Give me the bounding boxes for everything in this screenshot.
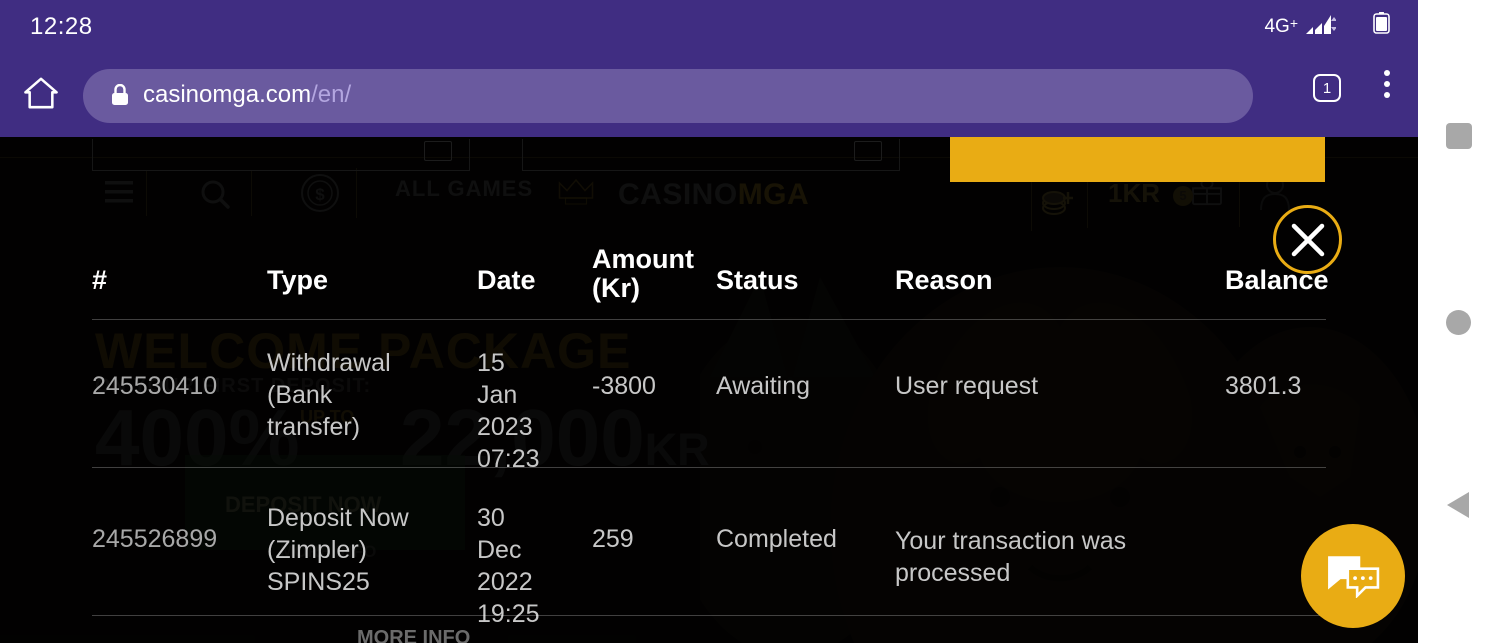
svg-text:1: 1 <box>1323 80 1331 97</box>
